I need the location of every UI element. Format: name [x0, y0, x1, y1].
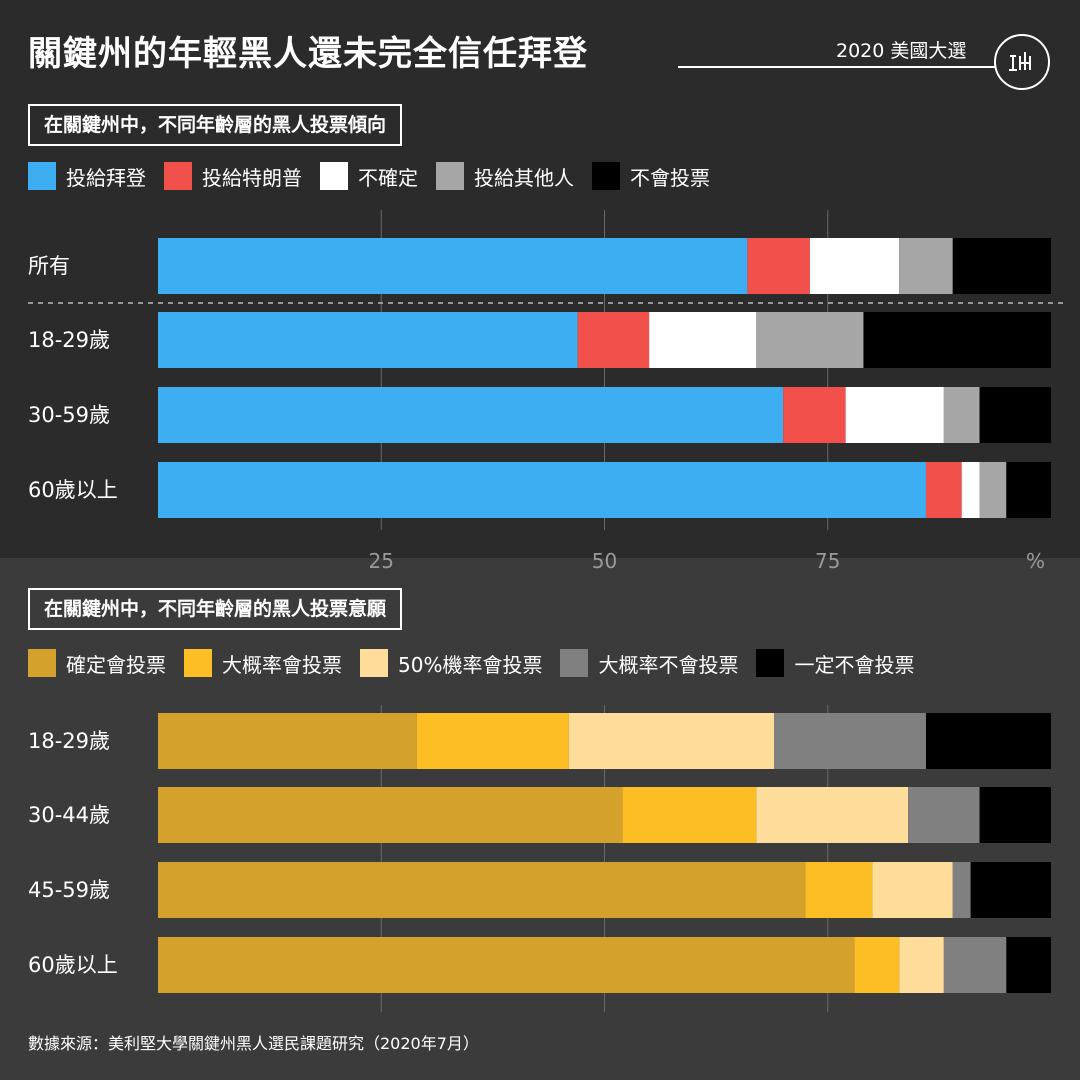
- section-title-intention: 在關鍵州中，不同年齡層的黑人投票意願: [28, 588, 403, 630]
- preference-bar-1-0: [158, 312, 578, 368]
- intention-bar-2-2: [872, 862, 953, 918]
- legend-swatch: [560, 649, 589, 677]
- intention-bar-3-4: [1006, 937, 1051, 993]
- legend-label: 一定不會投票: [794, 652, 915, 677]
- x-unit-label: %: [1026, 549, 1045, 573]
- legend-label: 確定會投票: [66, 652, 166, 677]
- preference-bar-3-3: [979, 462, 1007, 518]
- preference-bar-0-4: [952, 238, 1051, 294]
- x-tick-label: 50: [592, 549, 617, 573]
- intention-bar-3-3: [943, 937, 1007, 993]
- source-note: 數據來源：美利堅大學關鍵州黑人選民課題研究（2020年7月）: [28, 1034, 479, 1053]
- preference-bar-0-2: [809, 238, 900, 294]
- legend-swatch: [320, 162, 348, 190]
- intention-bar-0-2: [568, 713, 775, 769]
- initium-logo-icon: [994, 34, 1050, 90]
- legend-label: 投給特朗普: [202, 165, 302, 190]
- legend-label: 大概率不會投票: [598, 652, 739, 677]
- x-tick-label: 75: [815, 549, 840, 573]
- preference-row-label: 60歲以上: [28, 478, 118, 502]
- preference-bar-0-3: [899, 238, 953, 294]
- preference-bar-2-4: [979, 387, 1051, 443]
- preference-bar-1-2: [649, 312, 757, 368]
- preference-bar-3-4: [1006, 462, 1051, 518]
- preference-bar-1-3: [756, 312, 864, 368]
- intention-legend-item: 50%機率會投票: [360, 649, 542, 678]
- intention-legend-item: 確定會投票: [28, 649, 166, 678]
- legend-swatch: [756, 649, 785, 677]
- legend-label: 投給其他人: [474, 165, 574, 190]
- preference-legend-item: 投給其他人: [436, 162, 574, 191]
- series-tag: 2020 美國大選: [836, 40, 967, 62]
- intention-legend-item: 大概率會投票: [184, 649, 342, 678]
- preference-bar-2-1: [783, 387, 846, 443]
- intention-row-label: 30-44歲: [28, 803, 111, 827]
- intention-bar-2-3: [952, 862, 971, 918]
- intention-row-label: 60歲以上: [28, 953, 118, 977]
- intention-bar-0-4: [925, 713, 1051, 769]
- preference-bar-0-0: [158, 238, 748, 294]
- legend-intention: 確定會投票 大概率會投票 50%機率會投票 大概率不會投票 一定不會投票: [28, 648, 932, 678]
- legend-label: 大概率會投票: [222, 652, 342, 677]
- intention-bar-0-1: [416, 713, 569, 769]
- intention-row-label: 18-29歲: [28, 729, 111, 753]
- intention-row-label: 45-59歲: [28, 878, 111, 902]
- intention-bar-3-1: [854, 937, 900, 993]
- intention-bar-0-3: [774, 713, 926, 769]
- intention-bar-0-0: [158, 713, 417, 769]
- legend-swatch: [28, 649, 56, 677]
- legend-swatch: [164, 162, 192, 190]
- legend-swatch: [436, 162, 464, 190]
- intention-bar-1-3: [908, 787, 980, 843]
- intention-bar-3-2: [899, 937, 944, 993]
- preference-row-label: 所有: [28, 254, 70, 278]
- legend-label: 投給拜登: [66, 165, 146, 190]
- preference-legend-item: 不會投票: [592, 162, 710, 191]
- legend-swatch: [184, 649, 212, 677]
- legend-label: 不會投票: [630, 165, 710, 190]
- preference-row-label: 18-29歲: [28, 328, 111, 352]
- legend-preference: 投給拜登 投給特朗普 不確定 投給其他人 不會投票: [28, 161, 728, 191]
- logo-glyph: [1009, 52, 1031, 71]
- preference-bar-2-3: [943, 387, 980, 443]
- page-title: 關鍵州的年輕黑人還未完全信任拜登: [28, 34, 588, 74]
- intention-bar-1-4: [979, 787, 1051, 843]
- intention-bar-2-0: [158, 862, 806, 918]
- preference-bar-3-1: [925, 462, 962, 518]
- preference-legend-item: 不確定: [320, 162, 418, 191]
- preference-bar-3-2: [961, 462, 980, 518]
- preference-bar-1-4: [863, 312, 1051, 368]
- preference-bar-1-1: [577, 312, 650, 368]
- preference-bar-2-0: [158, 387, 784, 443]
- preference-bar-3-0: [158, 462, 926, 518]
- intention-bar-1-0: [158, 787, 623, 843]
- preference-row-label: 30-59歲: [28, 403, 111, 427]
- title-underline: [678, 66, 996, 68]
- legend-label: 50%機率會投票: [398, 652, 543, 677]
- section-title-preference: 在關鍵州中，不同年齡層的黑人投票傾向: [28, 104, 403, 146]
- intention-legend-item: 一定不會投票: [756, 649, 914, 678]
- x-tick-label: 25: [369, 549, 394, 573]
- intention-bar-2-1: [805, 862, 873, 918]
- preference-bar-0-1: [747, 238, 810, 294]
- intention-bar-2-4: [970, 862, 1051, 918]
- legend-swatch: [592, 162, 620, 190]
- intention-bar-3-0: [158, 937, 855, 993]
- legend-label: 不確定: [358, 165, 418, 190]
- intention-legend-item: 大概率不會投票: [560, 649, 738, 678]
- intention-bar-1-2: [756, 787, 909, 843]
- legend-swatch: [360, 649, 388, 677]
- preference-legend-item: 投給拜登: [28, 162, 146, 191]
- preference-legend-item: 投給特朗普: [164, 162, 302, 191]
- legend-swatch: [28, 162, 56, 190]
- preference-bar-2-2: [845, 387, 944, 443]
- intention-bar-1-1: [622, 787, 757, 843]
